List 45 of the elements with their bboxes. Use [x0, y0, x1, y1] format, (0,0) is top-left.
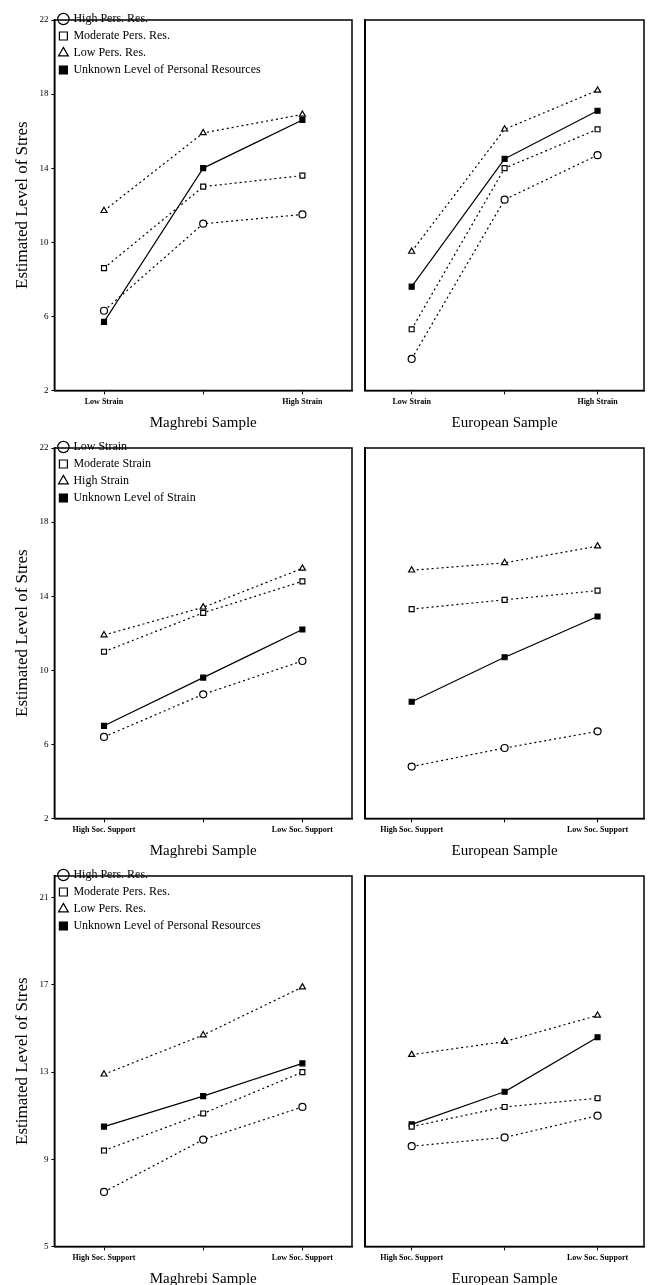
y-tick-label: 6	[43, 738, 49, 749]
y-tick-label: 6	[43, 310, 49, 321]
x-axis-title: European Sample	[451, 413, 559, 430]
legend-label: High Strain	[73, 473, 130, 488]
x-tick-label: High Strain	[577, 397, 619, 407]
y-tick-label: 13	[39, 1066, 49, 1077]
y-tick-label: 17	[39, 979, 49, 990]
y-axis-title: Estimated Level of Stres	[11, 121, 31, 289]
x-axis-title: Maghrebi Sample	[149, 841, 258, 858]
x-axis-title: European Sample	[451, 841, 559, 858]
x-tick-label: High Soc. Support	[380, 1253, 444, 1263]
legend-label: Unknown Level of Personal Resources	[73, 918, 262, 933]
x-tick-label: High Soc. Support	[380, 825, 444, 835]
x-tick-label: High Soc. Support	[72, 825, 136, 835]
x-tick-label: Low Soc. Support	[271, 1253, 334, 1263]
legend-label: Low Pers. Res.	[73, 45, 147, 60]
x-tick-label: High Strain	[282, 397, 324, 407]
legend-label: Moderate Pers. Res.	[73, 28, 171, 43]
y-tick-label: 10	[39, 664, 49, 675]
x-axis-title: Maghrebi Sample	[149, 413, 258, 430]
x-tick-label: Low Soc. Support	[271, 825, 334, 835]
y-tick-label: 21	[39, 892, 49, 903]
x-tick-label: Low Soc. Support	[566, 825, 629, 835]
x-tick-label: High Soc. Support	[72, 1253, 136, 1263]
legend-label: Unknown Level of Personal Resources	[73, 62, 262, 77]
y-tick-label: 2	[43, 384, 49, 395]
y-tick-label: 10	[39, 236, 49, 247]
y-tick-label: 22	[39, 442, 49, 453]
x-tick-label: Low Soc. Support	[566, 1253, 629, 1263]
x-tick-label: Low Strain	[392, 397, 432, 407]
y-tick-label: 18	[39, 516, 49, 527]
y-axis-title: Estimated Level of Stres	[11, 977, 31, 1145]
y-tick-label: 22	[39, 14, 49, 25]
legend-label: Moderate Pers. Res.	[73, 884, 171, 899]
legend-label: Unknown Level of Strain	[73, 490, 196, 505]
legend-label: Low Pers. Res.	[73, 901, 147, 916]
y-tick-label: 18	[39, 88, 49, 99]
legend-label: Moderate Strain	[73, 456, 152, 471]
y-axis-title: Estimated Level of Stres	[11, 549, 31, 717]
y-tick-label: 14	[39, 162, 49, 173]
x-tick-label: Low Strain	[84, 397, 124, 407]
y-tick-label: 14	[39, 590, 49, 601]
y-tick-label: 5	[43, 1240, 49, 1251]
y-tick-label: 9	[43, 1153, 49, 1164]
y-tick-label: 2	[43, 812, 49, 823]
